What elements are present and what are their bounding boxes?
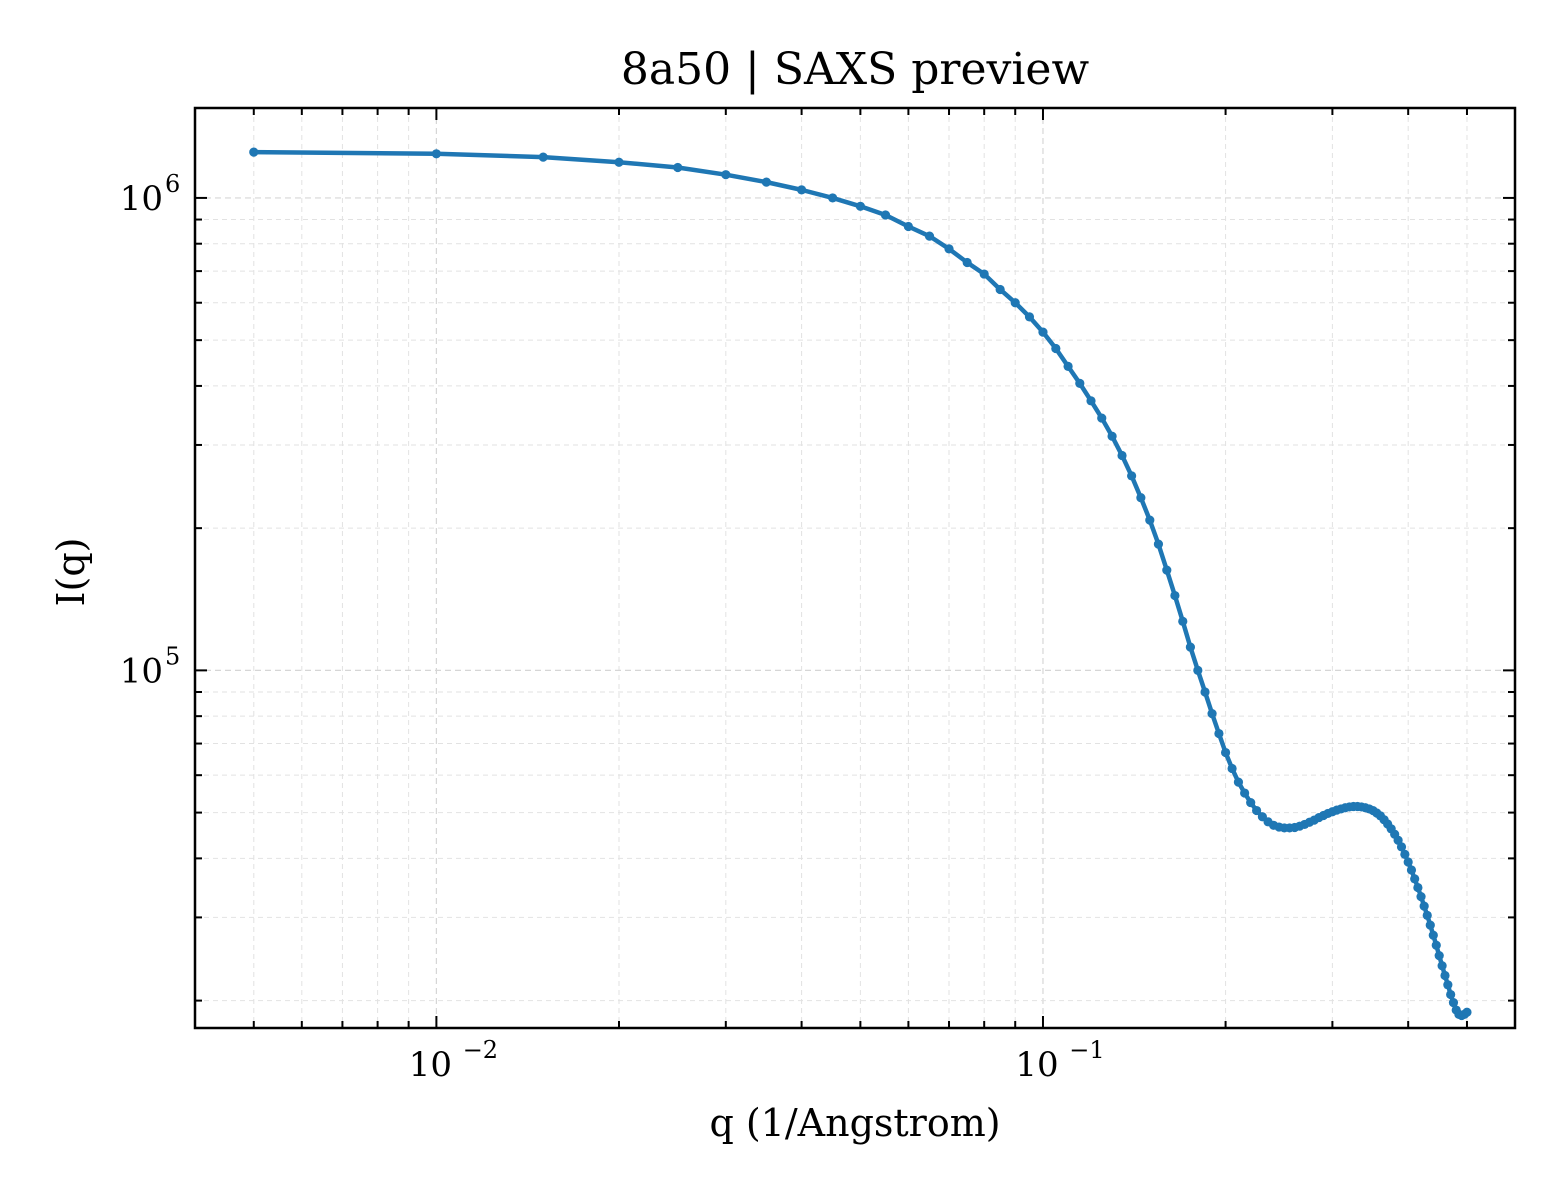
- data-point: [1107, 431, 1117, 441]
- data-point: [1075, 378, 1085, 388]
- data-point: [1097, 413, 1107, 423]
- data-point: [538, 152, 548, 162]
- data-point: [761, 177, 772, 187]
- data-point: [1063, 361, 1073, 371]
- data-point: [1153, 539, 1164, 549]
- data-point: [1227, 763, 1237, 774]
- data-point: [721, 170, 731, 180]
- data-point: [1010, 298, 1020, 308]
- data-point: [431, 149, 441, 159]
- data-point: [1162, 565, 1172, 575]
- data-point: [995, 284, 1005, 295]
- data-point: [1220, 747, 1231, 758]
- data-point: [1425, 920, 1435, 930]
- data-point: [1403, 857, 1413, 867]
- data-point: [1416, 892, 1426, 902]
- data-point: [1193, 665, 1203, 675]
- data-point: [1443, 980, 1453, 990]
- data-point: [1406, 865, 1417, 875]
- data-point: [1440, 970, 1450, 981]
- series-layer: [249, 147, 1472, 1021]
- data-point: [1233, 777, 1244, 787]
- y-tick-label: 10: [120, 651, 163, 691]
- data-point: [673, 162, 683, 173]
- grid: [194, 108, 1515, 1028]
- data-point: [903, 221, 914, 232]
- data-point: [1428, 930, 1438, 940]
- y-tick-label-exponent: 6: [165, 170, 180, 198]
- x-tick-label-exponent: −1: [1069, 1036, 1104, 1064]
- y-axis-label: I(q): [49, 538, 93, 607]
- y-tick-label: 10: [120, 179, 163, 219]
- data-point: [1185, 642, 1195, 652]
- data-point: [1127, 471, 1137, 481]
- plot-frame: [193, 106, 1517, 1030]
- data-point: [1431, 940, 1441, 950]
- data-point: [1170, 590, 1180, 601]
- data-point: [1240, 788, 1250, 798]
- data-point: [924, 231, 935, 241]
- data-point: [1419, 901, 1429, 911]
- data-point: [1136, 493, 1146, 503]
- data-point: [979, 269, 989, 279]
- axis-ticks: 10 −2 10 −110 510 6: [120, 108, 1515, 1085]
- data-point: [1051, 343, 1061, 354]
- x-axis-label: q (1/Angstrom): [709, 1101, 1000, 1145]
- data-point: [1448, 998, 1459, 1008]
- x-tick-label: 10: [409, 1045, 452, 1085]
- data-point: [1462, 1007, 1472, 1017]
- y-tick-label-exponent: 5: [165, 642, 180, 670]
- data-point: [1400, 849, 1410, 859]
- data-point: [1396, 842, 1407, 852]
- data-point: [855, 201, 865, 211]
- data-point: [796, 185, 807, 195]
- data-point: [1422, 910, 1432, 920]
- data-point: [1178, 616, 1188, 626]
- data-point: [1413, 882, 1423, 893]
- data-point: [614, 157, 624, 167]
- data-point: [1024, 312, 1035, 322]
- data-point: [944, 244, 954, 254]
- data-point: [1246, 797, 1256, 808]
- data-point: [1145, 515, 1155, 525]
- data-point: [1437, 961, 1447, 971]
- data-point: [249, 147, 259, 157]
- data-point: [1117, 450, 1127, 461]
- data-point: [1252, 805, 1262, 816]
- data-point: [880, 210, 891, 220]
- x-tick-label: 10: [1015, 1045, 1058, 1085]
- data-point: [1446, 989, 1456, 1000]
- x-tick-label-exponent: −2: [463, 1036, 498, 1064]
- data-point: [828, 193, 838, 203]
- data-point: [962, 257, 972, 268]
- data-point: [1086, 396, 1096, 406]
- data-point: [1214, 728, 1224, 739]
- data-point: [1200, 687, 1210, 697]
- data-point: [1207, 709, 1217, 719]
- data-point: [1410, 874, 1420, 884]
- chart-title: 8a50 | SAXS preview: [621, 44, 1090, 95]
- data-point: [1434, 951, 1444, 961]
- data-point: [1038, 327, 1048, 337]
